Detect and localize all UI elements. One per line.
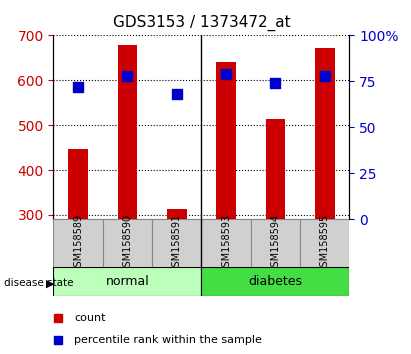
Bar: [118, 45, 137, 219]
Text: count: count: [74, 313, 106, 323]
Point: [54, 315, 61, 321]
Bar: [266, 119, 285, 219]
Bar: [103, 219, 152, 267]
Text: percentile rank within the sample: percentile rank within the sample: [74, 335, 262, 345]
Text: GSM158590: GSM158590: [122, 214, 132, 273]
Bar: [152, 219, 201, 267]
Text: diabetes: diabetes: [248, 275, 302, 288]
Text: GSM158595: GSM158595: [320, 214, 330, 273]
Bar: [315, 48, 335, 219]
Text: GSM158594: GSM158594: [270, 214, 280, 273]
Bar: [53, 219, 103, 267]
Point: [321, 73, 328, 79]
Text: ▶: ▶: [46, 278, 55, 288]
Bar: [251, 219, 300, 267]
Bar: [201, 267, 349, 296]
Point: [272, 80, 279, 86]
Bar: [216, 62, 236, 219]
Point: [223, 71, 229, 77]
Bar: [68, 149, 88, 219]
Point: [173, 91, 180, 97]
Bar: [53, 267, 201, 296]
Text: GSM158589: GSM158589: [73, 214, 83, 273]
Point: [54, 337, 61, 343]
Point: [75, 84, 81, 90]
Point: [124, 73, 131, 79]
Bar: [167, 209, 187, 219]
Bar: [300, 219, 349, 267]
Bar: [201, 219, 251, 267]
Text: GSM158593: GSM158593: [221, 214, 231, 273]
Text: normal: normal: [106, 275, 149, 288]
Title: GDS3153 / 1373472_at: GDS3153 / 1373472_at: [113, 15, 290, 31]
Text: disease state: disease state: [4, 278, 74, 288]
Text: GSM158591: GSM158591: [172, 214, 182, 273]
